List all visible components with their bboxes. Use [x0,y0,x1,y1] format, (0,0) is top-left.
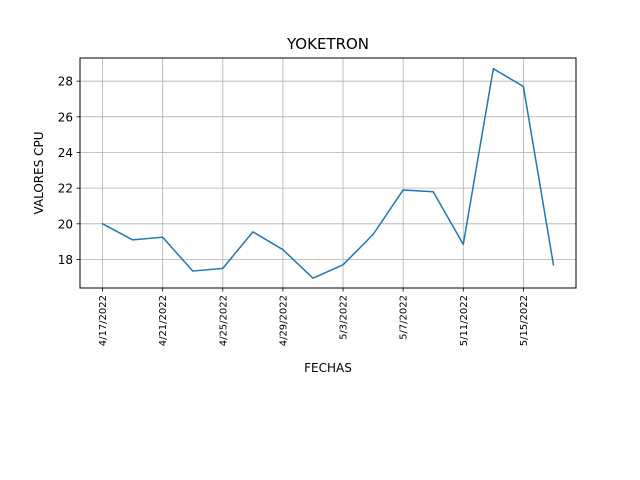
x-tick-label: 4/17/2022 [98,295,109,346]
x-axis-label: FECHAS [304,361,352,375]
y-tick-label: 18 [58,253,73,267]
x-tick-label: 5/11/2022 [459,295,470,346]
x-tick-label: 4/29/2022 [278,295,289,346]
series-line [101,67,555,279]
plot-frame [79,57,577,289]
x-tick-label: 4/25/2022 [218,295,229,346]
x-tick-label: 5/3/2022 [339,295,350,340]
y-axis-label: VALORES CPU [32,131,46,214]
series-layer [101,67,555,279]
y-tick-label: 24 [58,146,73,160]
x-axis: 4/17/2022 4/21/2022 4/25/2022 4/29/2022 5/3/… [98,288,530,346]
x-tick-label: 5/15/2022 [519,295,530,346]
plot-area [80,58,576,288]
y-tick-label: 20 [58,217,73,231]
y-tick-label: 28 [58,75,73,89]
x-tick-label: 4/21/2022 [158,295,169,346]
y-tick-label: 26 [58,110,73,124]
x-tick-label: 5/7/2022 [399,295,410,340]
y-tick-label: 22 [58,182,73,196]
chart-title: YOKETRON [286,35,369,53]
y-axis: 18 20 22 24 26 28 [58,75,80,267]
